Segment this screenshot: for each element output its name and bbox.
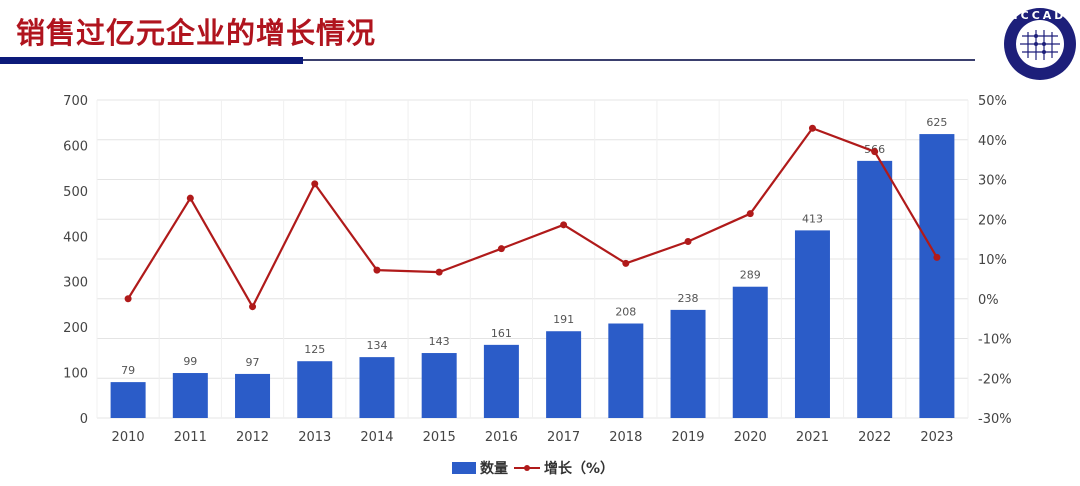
growth-point	[808, 124, 816, 132]
bar	[421, 353, 457, 418]
iccad-logo: ICCAD	[1004, 8, 1076, 80]
left-axis-tick: 700	[63, 94, 88, 109]
left-axis-tick: 600	[63, 139, 88, 154]
bar	[359, 357, 395, 418]
x-axis-tick: 2010	[112, 430, 145, 445]
bar	[732, 286, 768, 418]
bar-value-label: 208	[615, 306, 636, 319]
right-axis-tick: -30%	[978, 412, 1012, 427]
bar-value-label: 289	[740, 269, 761, 282]
bar	[297, 361, 333, 418]
legend-line-label: 增长（%）	[544, 461, 615, 477]
bar-value-label: 238	[678, 292, 699, 305]
bar-value-label: 625	[926, 116, 947, 129]
bar-value-label: 143	[429, 335, 450, 348]
x-axis-tick: 2015	[423, 430, 456, 445]
bar-value-label: 161	[491, 327, 512, 340]
x-axis-tick: 2012	[236, 430, 269, 445]
x-axis-tick: 2023	[920, 430, 953, 445]
x-axis-tick: 2019	[671, 430, 704, 445]
bar	[919, 134, 955, 419]
bar	[857, 160, 893, 419]
bar	[794, 230, 830, 418]
x-axis-tick: 2013	[298, 430, 331, 445]
title-rule-thin	[303, 59, 975, 61]
x-axis-tick: 2014	[360, 430, 393, 445]
x-axis-tick: 2018	[609, 430, 642, 445]
left-axis-tick: 200	[63, 321, 88, 336]
right-axis-tick: 30%	[978, 174, 1007, 189]
bar	[235, 373, 271, 418]
right-axis-tick: 50%	[978, 94, 1007, 109]
right-axis-tick: 40%	[978, 134, 1007, 149]
bar	[546, 331, 582, 418]
right-axis-tick: 20%	[978, 213, 1007, 228]
growth-point	[124, 295, 132, 303]
legend: 数量 增长（%）	[452, 458, 616, 478]
bar	[110, 382, 146, 418]
growth-point	[684, 238, 692, 246]
growth-point	[871, 148, 879, 156]
growth-point	[933, 253, 941, 261]
bar-value-label: 413	[802, 212, 823, 225]
title-rule-thick	[0, 57, 303, 64]
growth-point	[622, 259, 630, 267]
page-title: 销售过亿元企业的增长情况	[16, 16, 377, 50]
left-axis-tick: 400	[63, 230, 88, 245]
left-axis-tick: 500	[63, 185, 88, 200]
bar	[608, 323, 644, 418]
growth-point	[497, 245, 505, 253]
svg-text:ICCAD: ICCAD	[1014, 9, 1067, 22]
growth-point	[435, 268, 443, 276]
left-axis-tick: 0	[80, 412, 88, 427]
bar	[670, 309, 706, 418]
x-axis-tick: 2021	[796, 430, 829, 445]
legend-bar-swatch	[452, 462, 476, 474]
growth-point	[186, 194, 194, 202]
legend-bar-label: 数量	[480, 461, 508, 477]
growth-point	[311, 180, 319, 188]
bar-value-label: 134	[366, 339, 387, 352]
x-axis-tick: 2022	[858, 430, 891, 445]
x-axis-tick: 2011	[174, 430, 207, 445]
bar-value-label: 99	[183, 355, 197, 368]
x-axis-tick: 2016	[485, 430, 518, 445]
bar	[483, 344, 519, 418]
legend-line-swatch	[514, 462, 540, 474]
left-axis-tick: 100	[63, 367, 88, 382]
bar	[172, 373, 208, 418]
bar-value-label: 79	[121, 364, 135, 377]
right-axis-tick: 10%	[978, 253, 1007, 268]
right-axis-tick: 0%	[978, 293, 999, 308]
right-axis-tick: -10%	[978, 333, 1012, 348]
right-axis-tick: -20%	[978, 372, 1012, 387]
growth-point	[249, 303, 257, 311]
bar-value-label: 97	[246, 356, 260, 369]
x-axis-tick: 2020	[734, 430, 767, 445]
growth-line	[127, 127, 938, 308]
growth-point	[746, 210, 754, 218]
x-axis-tick: 2017	[547, 430, 580, 445]
bar-value-label: 191	[553, 313, 574, 326]
left-axis-tick: 300	[63, 276, 88, 291]
growth-point	[560, 221, 568, 229]
bar-value-label: 125	[304, 343, 325, 356]
growth-point	[373, 266, 381, 274]
